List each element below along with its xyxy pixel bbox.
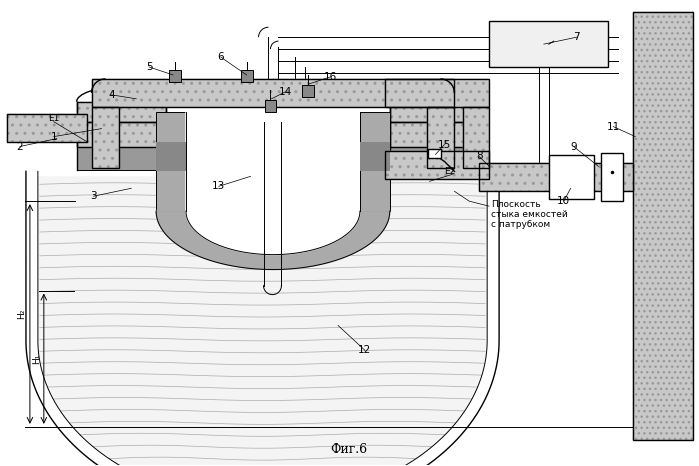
Bar [390,122,474,146]
Bar [633,12,693,440]
Text: 4: 4 [108,90,115,100]
Bar [480,164,633,191]
Text: 15: 15 [438,139,451,150]
Text: E2: E2 [444,167,455,176]
Polygon shape [38,176,487,466]
Bar [77,146,166,171]
Bar [390,122,474,146]
Bar [633,12,693,440]
Text: 5: 5 [146,62,152,72]
Text: 2: 2 [17,142,23,151]
Bar [428,149,442,158]
Polygon shape [186,112,360,254]
Text: 1: 1 [50,131,57,142]
Bar [426,107,454,168]
Text: 3: 3 [90,191,97,201]
Text: H₁: H₁ [32,354,41,364]
Bar [7,114,87,142]
Polygon shape [156,211,390,269]
Bar [384,151,489,179]
Bar [169,70,181,82]
Bar [92,79,454,107]
Bar [463,107,489,168]
Bar [390,102,474,122]
Bar [302,85,315,97]
Text: 16: 16 [324,72,337,82]
Bar [390,146,474,171]
Text: H₂: H₂ [17,309,27,319]
Bar [360,112,390,211]
Bar [77,102,166,122]
Text: 11: 11 [607,122,620,131]
Text: 8: 8 [476,151,482,161]
Text: 6: 6 [217,52,224,62]
Text: 13: 13 [212,181,225,191]
Text: стыка емкостей: стыка емкостей [491,210,568,219]
Bar [264,100,276,112]
Bar [77,122,166,146]
Bar [384,151,489,179]
Bar [480,164,633,191]
Bar [463,107,489,168]
Bar [390,102,474,122]
Bar [240,70,252,82]
Bar [156,142,186,171]
Bar [77,102,166,122]
Text: Фиг.6: Фиг.6 [331,443,368,456]
Bar [384,79,489,107]
Text: 14: 14 [279,87,292,97]
Bar [156,112,186,211]
Text: 12: 12 [359,345,372,355]
Bar [384,79,489,107]
Bar [549,156,593,199]
Bar [7,114,87,142]
Bar [489,21,608,67]
Bar [92,107,120,168]
Text: 9: 9 [570,142,577,151]
Bar [601,153,624,201]
Bar [426,107,454,168]
Bar [360,142,390,171]
Text: E1: E1 [48,114,59,123]
Bar [92,107,120,168]
Bar [92,79,454,107]
Bar [77,122,166,146]
Text: 10: 10 [557,196,570,206]
Text: 7: 7 [573,32,580,42]
Text: Плоскость: Плоскость [491,199,541,209]
Text: с патрубком: с патрубком [491,219,550,228]
